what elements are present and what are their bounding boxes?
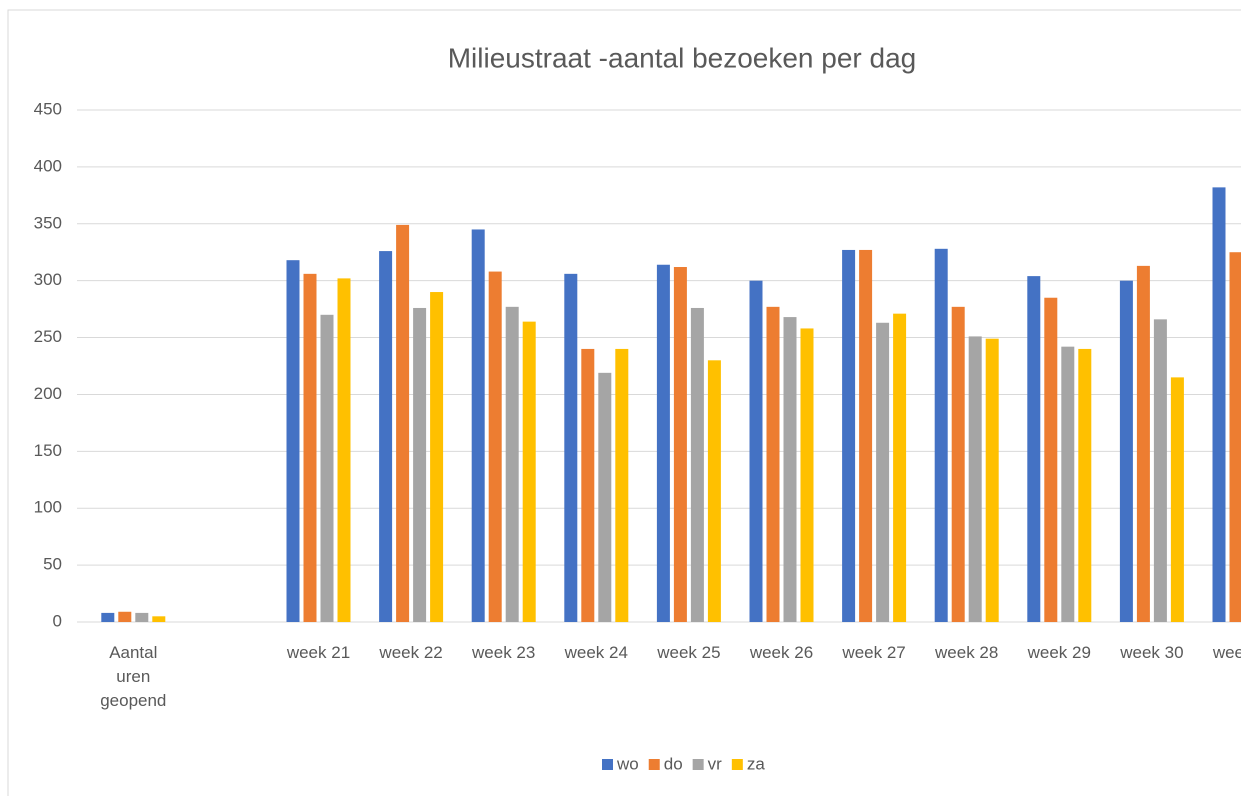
x-tick-label: week 31	[1212, 643, 1241, 662]
x-tick-label: Aantal uren geopend	[100, 643, 167, 710]
x-tick-label: week 29	[1027, 643, 1091, 662]
bar	[135, 612, 149, 622]
bar	[951, 306, 965, 622]
x-tick-label: week 27	[842, 643, 906, 662]
bar	[656, 264, 670, 622]
bar	[800, 328, 814, 622]
legend-swatch	[692, 759, 704, 770]
bar	[320, 314, 334, 622]
y-tick-label: 400	[34, 156, 62, 175]
x-tick-label: week 22	[379, 643, 443, 662]
bar	[101, 612, 115, 622]
bar	[893, 313, 907, 622]
bar	[876, 322, 890, 622]
bar	[783, 317, 797, 622]
bar	[471, 229, 485, 622]
bar	[766, 306, 780, 622]
bar	[1061, 346, 1075, 622]
bar	[564, 273, 578, 622]
bar	[488, 271, 502, 622]
bar	[522, 321, 536, 622]
bar	[118, 611, 132, 622]
bar	[707, 360, 721, 622]
legend-label: vr	[708, 754, 723, 773]
x-tick-label: week 26	[749, 643, 814, 662]
bar	[1212, 187, 1226, 622]
bar	[413, 307, 427, 622]
bar	[1044, 297, 1058, 622]
y-tick-label: 250	[34, 327, 62, 346]
y-tick-label: 150	[34, 441, 62, 460]
x-tick-label: week 30	[1120, 643, 1184, 662]
bar	[396, 224, 410, 622]
y-tick-label: 200	[34, 384, 62, 403]
bar	[337, 278, 351, 622]
y-tick-label: 300	[34, 270, 62, 289]
legend-swatch	[731, 759, 743, 770]
y-tick-label: 450	[34, 99, 62, 118]
bar	[286, 260, 300, 622]
bar	[430, 292, 444, 622]
bar	[505, 306, 519, 622]
bar	[985, 338, 999, 622]
x-tick-label: week 21	[286, 643, 351, 662]
bar	[1170, 377, 1184, 622]
bar	[379, 251, 393, 622]
bar	[749, 280, 763, 622]
x-tick-label: week 24	[564, 643, 628, 662]
bar	[1136, 265, 1150, 622]
bar	[690, 307, 704, 622]
bar	[1078, 348, 1092, 622]
bar	[303, 273, 317, 622]
bar	[615, 348, 629, 622]
x-tick-label: week 25	[657, 643, 721, 662]
bar	[1229, 252, 1241, 622]
legend-swatch	[602, 759, 613, 770]
bar	[934, 248, 948, 622]
legend-label: wo	[616, 754, 639, 773]
legend-swatch	[648, 759, 660, 770]
x-tick-label: week 28	[935, 643, 999, 662]
bar	[1027, 276, 1041, 622]
bar	[842, 249, 856, 623]
legend-label: do	[664, 754, 683, 773]
y-tick-label: 0	[53, 611, 62, 630]
bar	[1119, 280, 1133, 622]
y-tick-label: 100	[34, 498, 62, 517]
bar	[673, 267, 687, 622]
y-tick-label: 350	[34, 213, 62, 232]
bar	[152, 616, 166, 622]
bar	[968, 336, 982, 622]
legend-label: za	[747, 754, 766, 773]
bar	[581, 348, 595, 622]
y-tick-label: 50	[43, 555, 62, 574]
bar	[1153, 319, 1167, 622]
chart-title: Milieustraat -aantal bezoeken per dag	[448, 42, 917, 73]
x-tick-label: week 23	[472, 643, 536, 662]
bar	[598, 372, 612, 622]
bar	[859, 249, 873, 623]
